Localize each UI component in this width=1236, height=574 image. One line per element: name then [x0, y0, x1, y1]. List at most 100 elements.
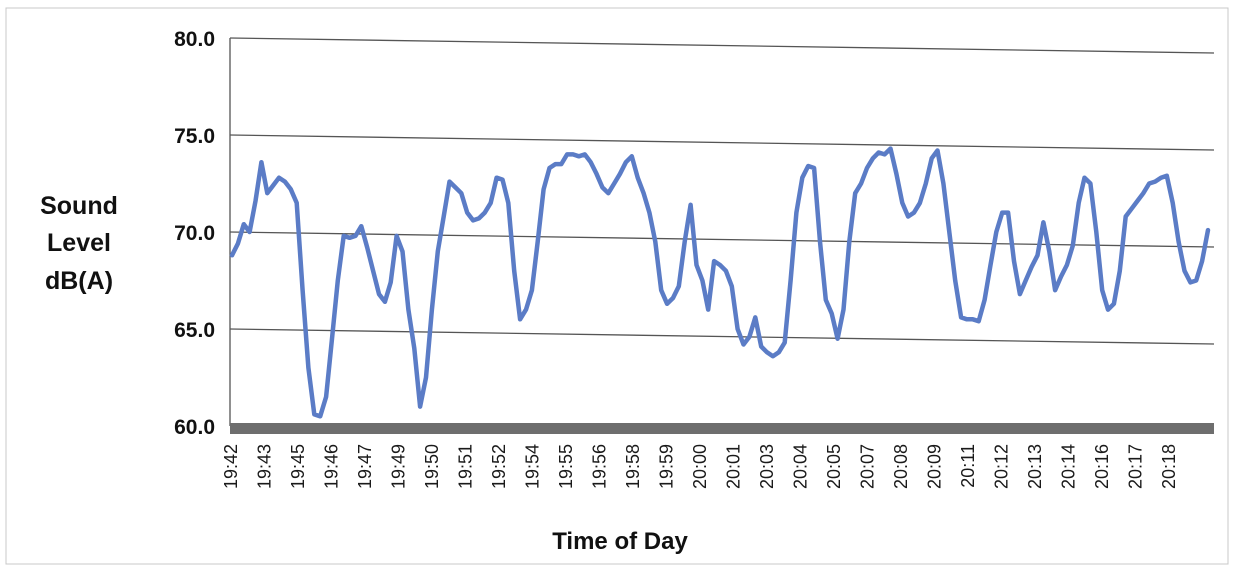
- data-point: [406, 308, 410, 312]
- data-point: [1118, 269, 1122, 273]
- data-point: [747, 335, 752, 339]
- data-point: [953, 278, 957, 283]
- x-tick-label: 20:00: [690, 444, 710, 489]
- data-point: [512, 269, 516, 273]
- y-axis-title-line-3: dB(A): [45, 267, 113, 295]
- data-point: [424, 375, 428, 380]
- x-tick-label: 19:43: [254, 444, 274, 489]
- x-tick-label: 20:16: [1092, 444, 1112, 489]
- data-point: [1135, 199, 1139, 203]
- data-point: [483, 211, 487, 215]
- data-point: [741, 342, 746, 347]
- x-axis-tick-labels: 19:42 19:43 19:45 19:46 19:47 19:49 19:50 19:51…: [221, 444, 1179, 489]
- data-point: [589, 160, 593, 164]
- data-point: [665, 302, 669, 306]
- data-point: [865, 166, 869, 170]
- data-point: [871, 156, 875, 160]
- data-point: [447, 180, 452, 184]
- data-point: [389, 280, 393, 284]
- data-point: [612, 181, 616, 186]
- data-point: [671, 296, 675, 300]
- x-tick-label: 20:13: [1025, 444, 1045, 489]
- data-point: [312, 412, 316, 416]
- data-point: [636, 176, 640, 180]
- data-point: [1112, 302, 1116, 306]
- data-point: [295, 201, 299, 205]
- data-point: [947, 230, 951, 234]
- x-tick-label: 20:17: [1125, 444, 1145, 489]
- data-point: [436, 249, 440, 253]
- data-point: [765, 350, 769, 354]
- data-point: [683, 240, 687, 244]
- data-point: [500, 178, 505, 182]
- data-point: [1153, 180, 1157, 184]
- data-point: [242, 222, 246, 226]
- data-point: [577, 154, 581, 158]
- x-tick-label: 19:55: [556, 444, 576, 489]
- gridline: [229, 134, 1215, 151]
- data-point: [618, 172, 622, 176]
- x-tick-label: 19:51: [455, 444, 475, 489]
- data-point: [847, 240, 851, 244]
- data-point: [730, 284, 734, 288]
- data-point: [1182, 269, 1187, 273]
- data-point: [318, 414, 322, 418]
- x-axis-baseline: [230, 423, 1214, 434]
- x-tick-label: 19:54: [522, 444, 542, 489]
- data-point: [583, 152, 587, 156]
- data-point: [718, 263, 722, 267]
- data-point: [841, 308, 846, 312]
- data-point: [289, 187, 293, 191]
- data-point: [959, 315, 963, 319]
- data-point: [230, 253, 234, 257]
- data-point: [1165, 174, 1169, 178]
- data-point: [1053, 288, 1057, 292]
- gridline: [229, 37, 1215, 54]
- data-point: [736, 327, 740, 331]
- data-point: [530, 288, 534, 292]
- data-point: [1177, 240, 1181, 244]
- data-point: [994, 230, 998, 234]
- data-point: [542, 187, 546, 191]
- data-point: [912, 211, 916, 215]
- data-point: [365, 245, 369, 250]
- data-point: [477, 216, 481, 220]
- data-point: [236, 242, 240, 246]
- data-point: [430, 308, 434, 312]
- data-point: [418, 405, 422, 409]
- data-point: [1082, 176, 1087, 180]
- data-point: [1200, 259, 1204, 263]
- data-point: [1206, 228, 1210, 232]
- data-point: [1071, 244, 1075, 248]
- data-point: [965, 317, 969, 321]
- data-point: [524, 308, 528, 312]
- data-point: [812, 166, 816, 170]
- data-point: [988, 263, 993, 267]
- data-point: [1030, 265, 1034, 269]
- data-point: [453, 185, 457, 189]
- y-tick-label: 60.0: [174, 416, 215, 439]
- data-point: [900, 201, 904, 205]
- data-point: [1035, 253, 1040, 257]
- data-point: [1124, 214, 1128, 219]
- data-point: [277, 176, 281, 180]
- data-point: [1094, 230, 1098, 234]
- data-point: [371, 269, 375, 273]
- data-point: [536, 240, 540, 244]
- data-point: [606, 191, 610, 195]
- data-point: [1012, 259, 1016, 263]
- data-point: [324, 395, 328, 399]
- data-point: [1171, 201, 1175, 205]
- data-point: [400, 249, 405, 253]
- data-point: [1159, 176, 1163, 180]
- data-point: [1188, 280, 1192, 284]
- data-point: [930, 156, 934, 160]
- data-point: [353, 234, 358, 238]
- data-point: [248, 230, 252, 234]
- data-point: [888, 147, 893, 151]
- data-point: [465, 211, 469, 215]
- data-point: [594, 172, 599, 176]
- x-tick-label: 20:07: [857, 444, 877, 489]
- data-point: [348, 236, 352, 240]
- data-point: [518, 317, 522, 321]
